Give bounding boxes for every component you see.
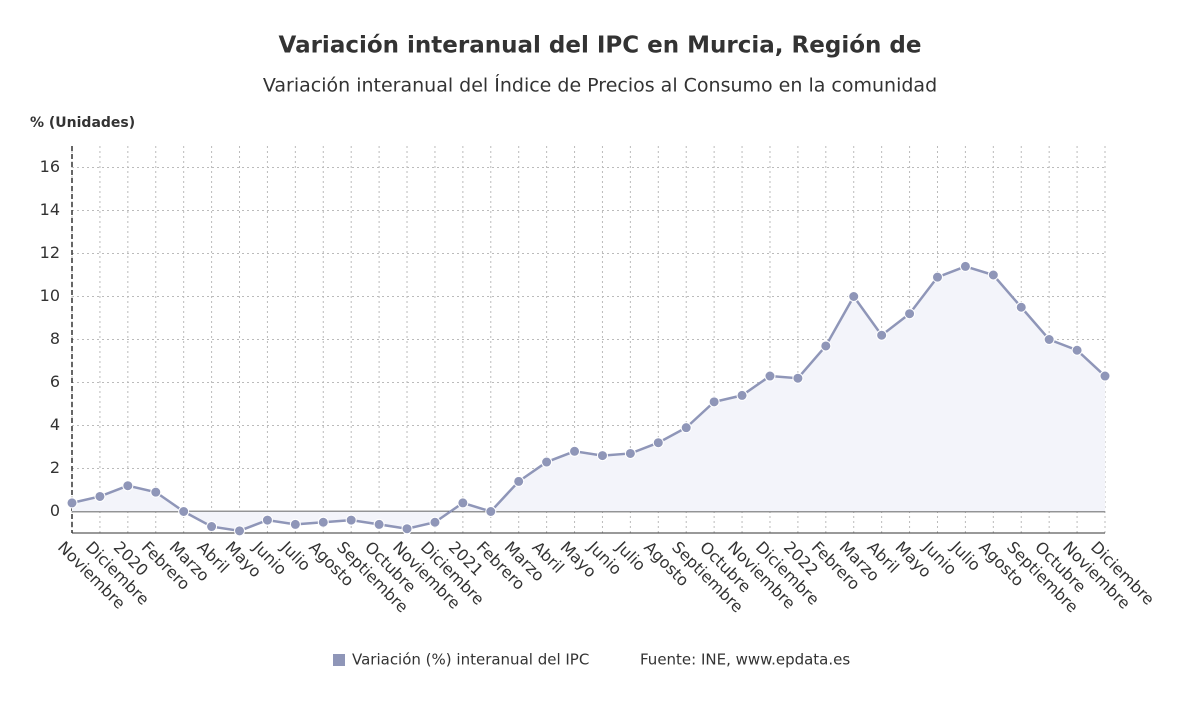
point [1099,370,1111,382]
chart-title: Variación interanual del IPC en Murcia, … [279,33,922,59]
legend-swatch [333,654,345,666]
point [289,518,301,530]
point [401,523,413,535]
y-tick-label: 12 [40,243,60,262]
point [931,271,943,283]
point [876,329,888,341]
point [94,490,106,502]
point [708,396,720,408]
point [429,516,441,528]
point [736,389,748,401]
area [72,266,1105,531]
point [904,308,916,320]
y-tick-label: 8 [50,329,60,348]
point [1015,301,1027,313]
point [206,521,218,533]
point [178,506,190,517]
point [764,370,776,382]
point [150,486,162,498]
point [596,450,608,462]
point [513,475,525,487]
point [485,506,497,517]
point [541,456,553,468]
point [1043,334,1055,345]
y-tick-label: 2 [50,458,60,477]
point [792,372,804,384]
point [652,437,664,449]
point [345,514,357,526]
point [234,525,246,537]
point [820,340,832,352]
legend-label: Variación (%) interanual del IPC [352,651,589,669]
point [317,516,329,528]
y-tick-label: 10 [40,286,60,305]
point [848,291,860,302]
point [457,497,469,509]
y-tick-label: 0 [50,501,60,520]
point [66,497,78,509]
y-tick-label: 16 [40,157,60,176]
source: Fuente: INE, www.epdata.es [640,651,850,669]
point [569,445,581,457]
point [1071,344,1083,356]
point [959,260,971,272]
point [987,269,999,281]
point [680,422,692,434]
y-tick-label: 4 [50,415,60,434]
point [624,447,636,459]
chart-subtitle: Variación interanual del Índice de Preci… [263,74,937,97]
point [373,518,385,530]
y-axis-label: % (Unidades) [30,115,135,131]
y-tick-label: 14 [40,200,60,219]
point [261,514,273,526]
y-tick-label: 6 [50,372,60,391]
point [122,480,134,492]
